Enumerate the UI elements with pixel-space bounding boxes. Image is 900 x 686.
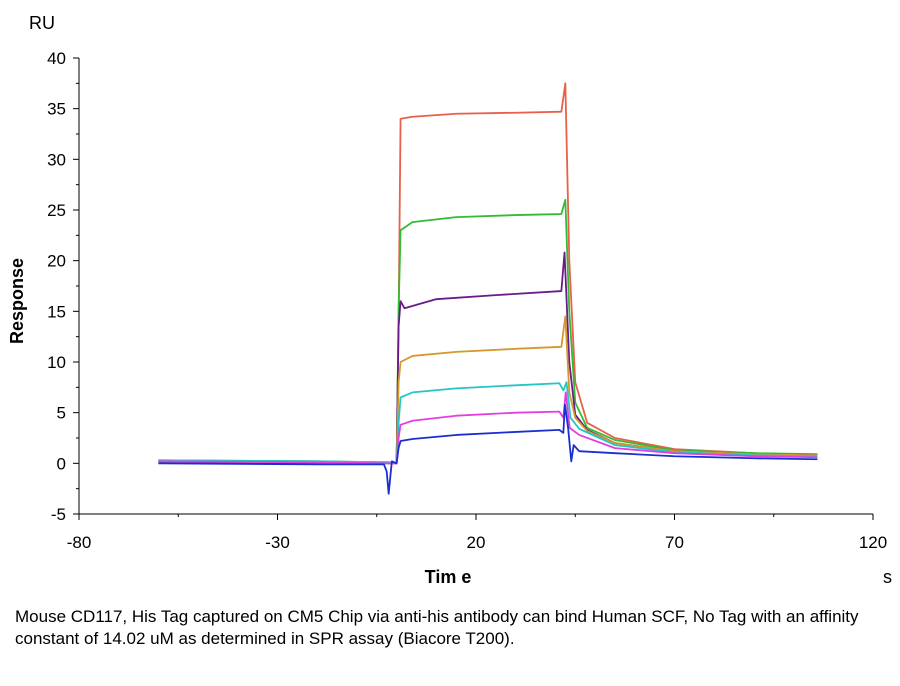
series-line-2 [158, 198, 818, 465]
y-unit-label: RU [29, 13, 55, 33]
x-tick-label: 70 [665, 533, 684, 552]
series-line-7 [158, 403, 818, 495]
x-tick-label: -30 [265, 533, 290, 552]
y-tick-label: 15 [47, 302, 66, 321]
x-axis-ticks: -80 -30 20 70 120 [67, 514, 887, 552]
y-tick-label: 5 [57, 404, 66, 423]
y-tick-label: 40 [47, 49, 66, 68]
x-tick-label: 120 [859, 533, 887, 552]
y-tick-label: 25 [47, 201, 66, 220]
y-tick-label: -5 [51, 505, 66, 524]
y-tick-label: 0 [57, 454, 66, 473]
y-tick-label: 35 [47, 100, 66, 119]
y-tick-label: 20 [47, 252, 66, 271]
x-tick-label: 20 [467, 533, 486, 552]
x-tick-label: -80 [67, 533, 92, 552]
series-line-4 [158, 315, 818, 465]
series-line-3 [158, 251, 818, 465]
y-axis-title: Response [7, 258, 27, 344]
y-tick-label: 30 [47, 150, 66, 169]
series-line-1 [158, 82, 818, 465]
sensorgram-chart: RU s Response Tim e -5 0 5 10 15 20 25 30 35 40 -… [7, 13, 892, 587]
y-tick-label: 10 [47, 353, 66, 372]
series-layer [158, 82, 818, 495]
x-axis-title: Tim e [425, 567, 472, 587]
figure-caption: Mouse CD117, His Tag captured on CM5 Chi… [15, 607, 859, 648]
y-axis-ticks: -5 0 5 10 15 20 25 30 35 40 [47, 49, 79, 524]
x-unit-label: s [883, 567, 892, 587]
